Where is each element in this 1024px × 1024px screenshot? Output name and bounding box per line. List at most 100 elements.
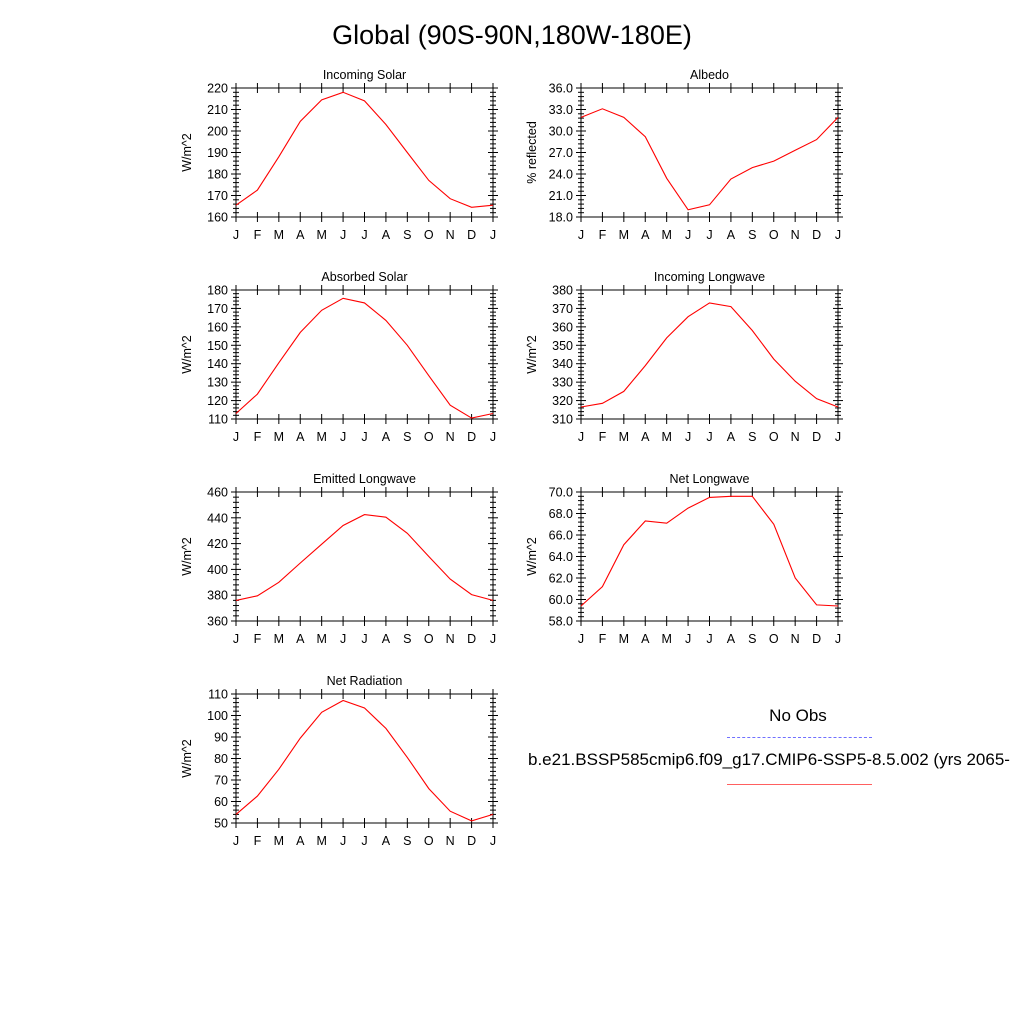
- x-tick-label: J: [490, 430, 496, 444]
- x-tick-label: S: [403, 632, 411, 646]
- y-tick-label: 350: [552, 339, 573, 353]
- series-line: [580, 302, 839, 408]
- x-tick-label: A: [296, 228, 305, 242]
- legend-obs-label: No Obs: [769, 706, 827, 725]
- x-tick-label: O: [424, 632, 434, 646]
- x-tick-label: A: [382, 430, 391, 444]
- x-tick-label: O: [769, 228, 779, 242]
- x-tick-label: J: [233, 834, 239, 848]
- x-tick-label: A: [641, 430, 650, 444]
- x-tick-label: M: [274, 834, 284, 848]
- y-tick-label: 90: [214, 731, 228, 745]
- y-tick-label: 160: [207, 211, 228, 225]
- series-line: [235, 514, 494, 601]
- y-tick-label: 380: [552, 284, 573, 298]
- y-tick-label: 100: [207, 709, 228, 723]
- x-tick-label: S: [748, 228, 756, 242]
- chart-panel: Incoming Longwave W/m^2 310 320 330 340 350 360…: [525, 270, 843, 444]
- plot-frame: [235, 289, 494, 420]
- x-tick-label: J: [361, 834, 367, 848]
- plot-frame: [580, 289, 839, 420]
- series-line: [235, 91, 494, 208]
- x-tick-label: O: [424, 430, 434, 444]
- x-tick-label: J: [490, 632, 496, 646]
- x-tick-label: M: [316, 834, 326, 848]
- x-tick-label: F: [599, 228, 607, 242]
- x-tick-label: A: [296, 834, 305, 848]
- x-tick-label: J: [706, 632, 712, 646]
- figure-title: Global (90S-90N,180W-180E): [332, 20, 692, 50]
- legend-obs-line: [727, 737, 872, 738]
- x-tick-label: J: [685, 632, 691, 646]
- plot-frame: [235, 87, 494, 218]
- x-tick-label: J: [706, 430, 712, 444]
- y-tick-label: 150: [207, 339, 228, 353]
- x-tick-label: N: [791, 228, 800, 242]
- y-tick-label: 30.0: [549, 125, 573, 139]
- series-line: [580, 108, 839, 211]
- x-tick-label: S: [748, 430, 756, 444]
- x-tick-label: A: [727, 632, 736, 646]
- chart-title: Emitted Longwave: [313, 472, 416, 486]
- x-tick-label: J: [706, 228, 712, 242]
- x-tick-label: F: [599, 632, 607, 646]
- plot-frame: [580, 491, 839, 622]
- y-tick-label: 21.0: [549, 189, 573, 203]
- x-tick-label: F: [254, 430, 262, 444]
- y-tick-label: 170: [207, 302, 228, 316]
- x-tick-label: N: [791, 430, 800, 444]
- plot-frame: [235, 491, 494, 622]
- y-axis-label: W/m^2: [180, 133, 194, 172]
- y-tick-label: 60: [214, 795, 228, 809]
- chart-title: Net Longwave: [670, 472, 750, 486]
- x-tick-label: J: [340, 430, 346, 444]
- x-tick-label: M: [661, 228, 671, 242]
- y-axis-label: W/m^2: [180, 335, 194, 374]
- x-tick-label: J: [361, 632, 367, 646]
- y-tick-label: 200: [207, 125, 228, 139]
- x-tick-label: D: [812, 228, 821, 242]
- y-axis-label: % reflected: [525, 121, 539, 184]
- x-tick-label: D: [812, 632, 821, 646]
- x-tick-label: F: [254, 228, 262, 242]
- y-tick-label: 80: [214, 752, 228, 766]
- series-line: [580, 495, 839, 607]
- x-tick-label: A: [727, 430, 736, 444]
- y-tick-label: 160: [207, 320, 228, 334]
- y-axis-label: W/m^2: [180, 739, 194, 778]
- x-tick-label: F: [254, 632, 262, 646]
- y-tick-label: 340: [552, 357, 573, 371]
- y-tick-label: 380: [207, 589, 228, 603]
- series-line: [235, 699, 494, 822]
- x-tick-label: A: [641, 632, 650, 646]
- y-tick-label: 36.0: [549, 82, 573, 96]
- x-tick-label: D: [467, 228, 476, 242]
- x-tick-label: N: [446, 632, 455, 646]
- y-tick-label: 66.0: [549, 529, 573, 543]
- y-tick-label: 120: [207, 394, 228, 408]
- y-tick-label: 210: [207, 103, 228, 117]
- chart-title: Incoming Solar: [323, 68, 406, 82]
- x-tick-label: J: [835, 430, 841, 444]
- x-tick-label: J: [340, 834, 346, 848]
- x-tick-label: O: [424, 228, 434, 242]
- y-tick-label: 180: [207, 284, 228, 298]
- x-tick-label: A: [296, 430, 305, 444]
- x-tick-label: J: [361, 228, 367, 242]
- series-line: [235, 297, 494, 419]
- y-tick-label: 440: [207, 511, 228, 525]
- y-tick-label: 460: [207, 486, 228, 500]
- x-tick-label: D: [467, 834, 476, 848]
- x-tick-label: J: [233, 430, 239, 444]
- x-tick-label: A: [382, 834, 391, 848]
- y-tick-label: 360: [207, 615, 228, 629]
- x-tick-label: M: [619, 632, 629, 646]
- x-tick-label: J: [233, 632, 239, 646]
- y-tick-label: 18.0: [549, 211, 573, 225]
- x-tick-label: M: [619, 430, 629, 444]
- y-tick-label: 70: [214, 774, 228, 788]
- x-tick-label: S: [403, 834, 411, 848]
- x-tick-label: J: [578, 632, 584, 646]
- y-tick-label: 180: [207, 168, 228, 182]
